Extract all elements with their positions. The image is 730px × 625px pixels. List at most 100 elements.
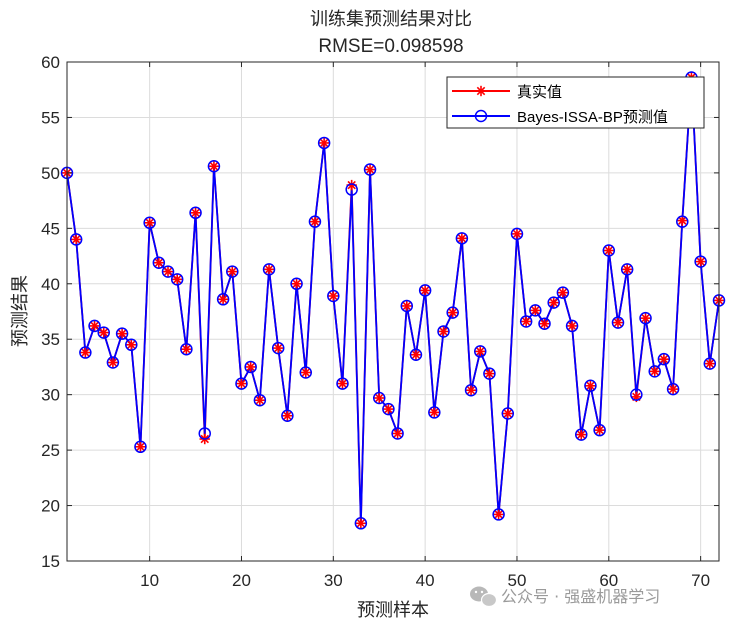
actual-point-marker — [585, 380, 596, 391]
actual-point-marker — [594, 424, 605, 436]
predicted-point-marker — [602, 244, 616, 257]
actual-point-marker — [236, 378, 247, 389]
predicted-point-marker — [170, 273, 184, 286]
predicted-point-marker — [611, 316, 625, 329]
actual-point-marker — [429, 407, 440, 418]
predicted-point-marker — [281, 409, 294, 422]
actual-point-marker — [621, 264, 633, 275]
legend-label-actual: 真实值 — [517, 83, 562, 101]
actual-point-marker — [364, 164, 376, 175]
predicted-point-marker — [391, 427, 404, 440]
y-tick-label: 25 — [41, 441, 60, 460]
actual-point-marker — [557, 287, 569, 298]
actual-point-marker — [667, 383, 679, 395]
actual-point-marker — [511, 228, 523, 240]
watermark-text: 公众号 · 强盛机器学习 — [501, 587, 660, 606]
predicted-point-marker — [216, 293, 230, 306]
actual-point-marker — [658, 353, 670, 365]
predicted-point-marker — [703, 357, 717, 370]
x-tick-label: 10 — [140, 571, 159, 590]
predicted-point-marker — [134, 440, 147, 454]
predicted-point-marker — [161, 265, 175, 278]
actual-point-marker — [704, 358, 716, 369]
actual-point-marker — [300, 367, 311, 378]
predicted-point-marker — [180, 342, 193, 356]
predicted-point-marker — [235, 377, 248, 390]
predicted-point-marker — [382, 402, 395, 416]
actual-point-marker — [401, 300, 412, 312]
chart-subtitle: RMSE=0.098598 — [318, 36, 463, 57]
chart-title: 训练集预测结果对比 — [310, 9, 472, 30]
predicted-point-marker — [529, 304, 542, 317]
predicted-point-marker — [308, 215, 322, 228]
actual-point-marker — [144, 217, 155, 228]
predicted-point-marker — [418, 284, 432, 297]
actual-point-marker — [217, 294, 229, 305]
predicted-point-marker — [207, 159, 221, 173]
predicted-point-marker — [290, 277, 303, 291]
actual-point-marker — [419, 285, 431, 296]
actual-point-marker — [181, 344, 192, 355]
predicted-point-marker — [501, 407, 515, 420]
grid-lines — [67, 62, 719, 561]
predicted-point-marker — [575, 428, 588, 441]
actual-point-marker — [282, 410, 293, 421]
predicted-point-marker — [400, 299, 414, 313]
predicted-point-marker — [538, 317, 551, 330]
predicted-point-marker — [593, 423, 606, 437]
wechat-icon — [470, 586, 498, 608]
predicted-point-marker — [519, 315, 533, 328]
predicted-point-marker — [676, 215, 689, 228]
actual-point-marker — [107, 357, 119, 368]
actual-point-marker — [263, 264, 275, 275]
predicted-point-marker — [189, 206, 202, 220]
legend-box — [446, 76, 705, 129]
predicted-point-marker — [428, 406, 441, 419]
predicted-point-marker — [97, 326, 110, 339]
actual-point-marker — [135, 441, 146, 452]
legend-label-predicted: Bayes-ISSA-BP预测值 — [517, 109, 668, 126]
actual-point-marker — [649, 366, 660, 377]
actual-point-marker — [465, 385, 477, 396]
actual-point-marker — [318, 137, 330, 149]
actual-point-marker — [640, 312, 651, 324]
predicted-point-marker — [473, 345, 487, 358]
predicted-point-marker — [639, 311, 652, 325]
legend-asterisk-marker — [475, 85, 487, 97]
actual-point-marker — [254, 395, 266, 406]
y-axis-label: 预测结果 — [10, 275, 31, 347]
actual-point-marker — [410, 349, 422, 360]
predicted-point-marker — [437, 325, 450, 338]
predicted-point-marker — [556, 286, 570, 299]
actual-point-marker — [383, 403, 394, 415]
actual-point-marker — [80, 347, 91, 358]
y-tick-label: 50 — [41, 164, 60, 183]
predicted-point-marker — [253, 393, 267, 407]
y-tick-label: 45 — [41, 219, 60, 238]
predicted-point-marker — [446, 306, 459, 319]
x-tick-label: 70 — [691, 571, 710, 590]
actual-point-marker — [502, 408, 513, 419]
actual-point-marker — [603, 245, 615, 256]
y-tick-label: 20 — [41, 497, 60, 516]
y-tick-label: 60 — [41, 53, 60, 72]
plot-frame — [66, 61, 720, 562]
x-axis-label: 预测样本 — [357, 600, 429, 621]
predicted-point-marker — [464, 383, 478, 397]
axis-ticks: 10 20 30 40 50 60 70 15 20 25 30 35 40 45 50 55 60 — [41, 53, 719, 590]
actual-point-marker — [337, 378, 348, 389]
y-tick-label: 30 — [41, 386, 60, 405]
legend-asterisk — [475, 85, 487, 97]
actual-point-marker — [116, 328, 128, 339]
y-tick-label: 40 — [41, 275, 60, 294]
actual-point-marker — [475, 346, 486, 357]
predicted-point-marker — [565, 319, 579, 333]
predicted-point-marker — [317, 136, 331, 150]
actual-point-marker — [208, 161, 220, 172]
x-tick-label: 50 — [508, 571, 527, 590]
predicted-point-marker — [152, 256, 166, 269]
actual-point-marker — [245, 361, 256, 373]
predicted-point-marker — [455, 232, 469, 245]
predicted-point-marker — [492, 508, 505, 521]
plot-area — [67, 62, 719, 561]
